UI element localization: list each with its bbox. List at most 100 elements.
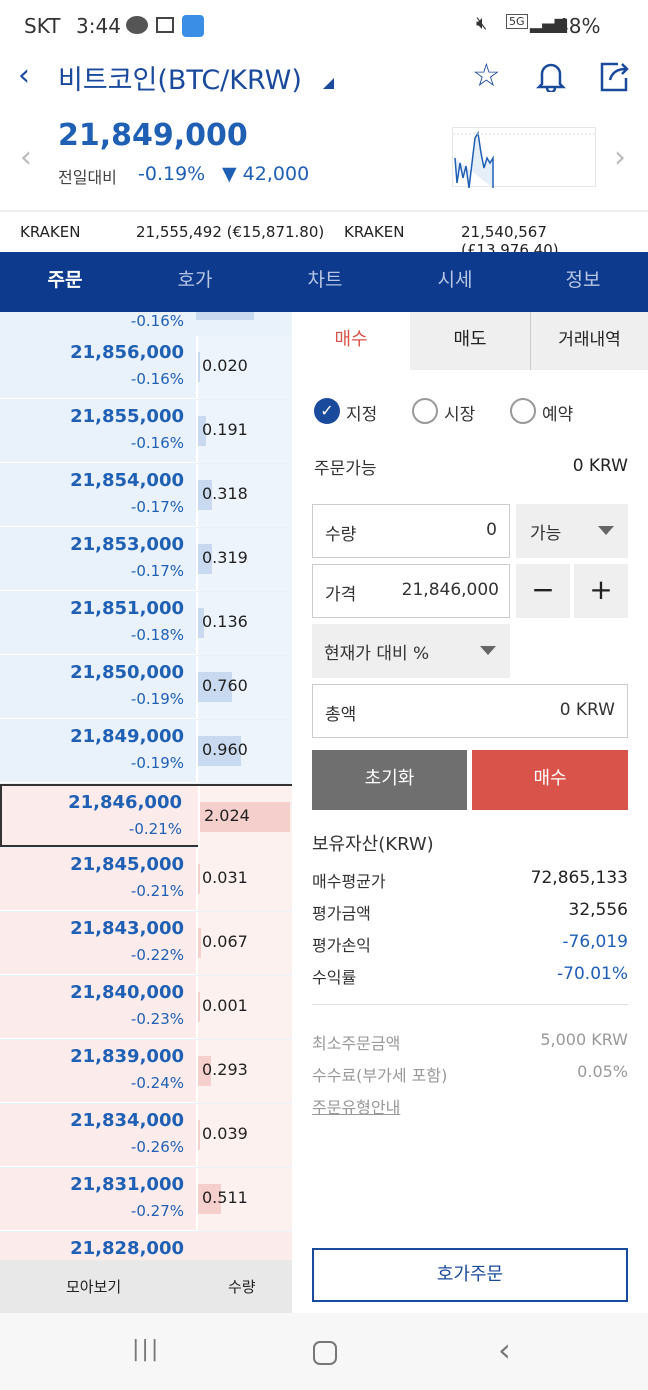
ob-volume-bar — [198, 544, 213, 574]
price-percent-value: 현재가 대비 % — [324, 644, 430, 664]
ob-pct: -0.17% — [130, 562, 184, 580]
orderbook-footer: 모아보기 수량 — [0, 1260, 292, 1313]
back-button[interactable]: ‹ — [18, 58, 30, 93]
order-type-guide-link[interactable]: 주문유형안내 — [312, 1098, 401, 1117]
ob-volume: 0.318 — [202, 484, 248, 503]
group-view-button[interactable]: 모아보기 — [66, 1278, 122, 1296]
share-icon[interactable] — [598, 60, 632, 96]
tab-sell[interactable]: 매도 — [410, 312, 530, 370]
total-input[interactable]: 총액 0 KRW — [312, 684, 628, 738]
tab-chart[interactable]: 차트 — [307, 269, 343, 291]
orderbook[interactable]: -0.16% 21,856,000 -0.16% 0.020 21,855,000… — [0, 312, 292, 1260]
battery-level: 48% — [556, 14, 601, 38]
ob-volume: 0.020 — [202, 356, 248, 375]
ob-volume: 0.760 — [202, 676, 248, 695]
bid-row[interactable]: 21,843,000 -0.22% 0.067 — [0, 912, 292, 975]
ob-volume: 0.319 — [202, 548, 248, 567]
available-label: 주문가능 — [314, 459, 377, 479]
quantity-select[interactable]: 가능 — [516, 504, 628, 558]
radio-reserve[interactable] — [510, 398, 536, 424]
next-coin-button[interactable]: › — [614, 140, 626, 175]
ticker-value: 21,555,492 (€15,871.80) — [136, 223, 325, 241]
ob-volume-bar — [198, 928, 201, 958]
bid-row[interactable]: 21,846,000 -0.21% 2.024 — [0, 784, 292, 849]
ob-pct: -0.21% — [130, 882, 184, 900]
available-value: 0 KRW — [572, 456, 628, 476]
holding-value: -76,019 — [562, 932, 628, 952]
ob-volume-bar — [198, 1056, 212, 1086]
dropdown-triangle-icon[interactable] — [323, 78, 334, 89]
ob-volume-bar — [198, 416, 207, 446]
buy-button[interactable]: 매수 — [472, 750, 628, 810]
page-title[interactable]: 비트코인(BTC/KRW) — [58, 65, 302, 96]
ask-row[interactable]: 21,849,000 -0.19% 0.960 — [0, 720, 292, 783]
ob-volume: 0.191 — [202, 420, 248, 439]
price-input[interactable]: 가격 21,846,000 — [312, 564, 510, 618]
total-value: 0 KRW — [559, 700, 615, 720]
ob-pct: -0.19% — [130, 754, 184, 772]
ob-volume-cell: 0.319 — [196, 528, 292, 591]
mini-chart[interactable] — [452, 127, 597, 189]
ask-row[interactable]: 21,854,000 -0.17% 0.318 — [0, 464, 292, 527]
ob-volume-bar — [198, 736, 241, 766]
price-percent-select[interactable]: 현재가 대비 % — [312, 624, 510, 678]
bid-row[interactable]: 21,840,000 -0.23% 0.001 — [0, 976, 292, 1039]
bid-row[interactable]: 21,839,000 -0.24% 0.293 — [0, 1040, 292, 1103]
tab-buy[interactable]: 매수 — [334, 329, 368, 350]
ob-pct: -0.16% — [130, 434, 184, 452]
ob-price: 21,851,000 — [70, 598, 184, 619]
tab-hoga[interactable]: 호가 — [177, 269, 213, 291]
ob-pct: -0.19% — [130, 690, 184, 708]
ask-row[interactable]: 21,853,000 -0.17% 0.319 — [0, 528, 292, 591]
ob-volume-bar — [196, 312, 254, 320]
fee-label: 수수료(부가세 포함) — [312, 1066, 448, 1085]
back-nav-icon[interactable]: ‹ — [498, 1331, 511, 1369]
bid-row[interactable]: 21,834,000 -0.26% 0.039 — [0, 1104, 292, 1167]
recent-apps-icon[interactable]: ||| — [132, 1337, 161, 1362]
mute-icon: 🔇︎ — [476, 13, 488, 34]
bid-row[interactable]: 21,831,000 -0.27% 0.511 — [0, 1168, 292, 1231]
price-increase-button[interactable]: + — [574, 564, 628, 618]
total-label: 총액 — [325, 705, 357, 725]
star-icon[interactable]: ☆ — [472, 56, 501, 94]
ob-volume: 0.293 — [202, 1060, 248, 1079]
ob-volume-bar — [198, 672, 232, 702]
ob-pct: -0.23% — [130, 1010, 184, 1028]
price-label: 가격 — [325, 585, 357, 605]
tab-history[interactable]: 거래내역 — [530, 312, 648, 370]
status-bar: SKT 3:44 🔇︎ 5G ▂▄▆ 48% — [0, 0, 648, 52]
bid-row[interactable]: 21,845,000 -0.21% 0.031 — [0, 848, 292, 911]
hoga-order-button[interactable]: 호가주문 — [312, 1248, 628, 1302]
ask-row[interactable]: 21,851,000 -0.18% 0.136 — [0, 592, 292, 655]
holding-value: 32,556 — [568, 900, 628, 920]
clock: 3:44 — [76, 14, 121, 38]
tab-info[interactable]: 정보 — [565, 269, 601, 291]
bell-icon[interactable] — [535, 60, 567, 94]
ask-row[interactable]: 21,856,000 -0.16% 0.020 — [0, 336, 292, 399]
home-icon[interactable] — [313, 1341, 337, 1365]
tab-order[interactable]: 주문 — [47, 269, 83, 291]
radio-limit-label: 지정 — [346, 405, 378, 425]
quantity-input[interactable]: 수량 0 — [312, 504, 510, 558]
carrier: SKT — [24, 14, 61, 38]
quantity-toggle-button[interactable]: 수량 — [228, 1278, 256, 1296]
ask-row[interactable]: 21,855,000 -0.16% 0.191 — [0, 400, 292, 463]
prev-coin-button[interactable]: ‹ — [20, 140, 32, 175]
radio-market[interactable] — [412, 398, 438, 424]
holding-label: 수익률 — [312, 968, 357, 987]
bid-row[interactable]: 21,828,000 — [0, 1232, 292, 1260]
price-decrease-button[interactable]: − — [516, 564, 570, 618]
ask-row[interactable]: 21,850,000 -0.19% 0.760 — [0, 656, 292, 719]
quantity-select-value: 가능 — [530, 524, 562, 544]
tab-market[interactable]: 시세 — [437, 269, 473, 291]
ob-volume-cell: 0.960 — [196, 720, 292, 783]
radio-limit[interactable]: ✓ — [314, 398, 340, 424]
change-pct: -0.19% — [138, 163, 206, 185]
down-triangle-icon: ▼ — [222, 163, 237, 185]
reset-button[interactable]: 초기화 — [312, 750, 467, 810]
ob-price: 21,839,000 — [70, 1046, 184, 1067]
ob-volume-bar — [198, 864, 200, 894]
quantity-label: 수량 — [325, 525, 357, 545]
fee-value: 0.05% — [577, 1062, 628, 1081]
ob-volume-cell: 0.318 — [196, 464, 292, 527]
